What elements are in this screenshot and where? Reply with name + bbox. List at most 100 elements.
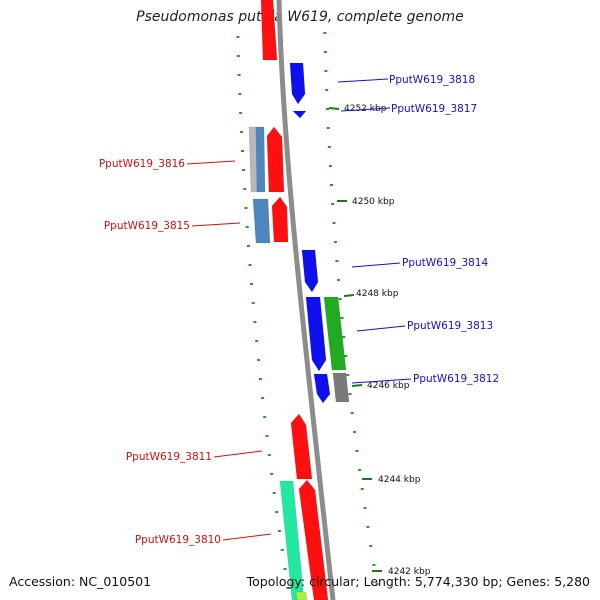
guide-dot	[242, 169, 245, 171]
guide-dot	[248, 264, 252, 266]
guide-dot	[337, 279, 340, 281]
guide-dot	[328, 165, 332, 167]
guide-dot	[238, 93, 242, 95]
guide-dot	[332, 222, 336, 224]
tick-mark	[343, 294, 355, 297]
gene-label-3812[interactable]: PputW619_3812	[413, 373, 499, 385]
guide-dot	[255, 340, 259, 342]
scale-ticks: 4252 kbp 4250 kbp 4248 kbp 4246 kbp 4244…	[328, 104, 431, 577]
guide-dot	[346, 374, 350, 376]
guide-dot	[333, 241, 337, 243]
tick-mark	[328, 107, 340, 110]
gene-label-3814[interactable]: PputW619_3814	[402, 257, 488, 269]
guide-dot	[324, 70, 328, 72]
guide-dot	[253, 321, 257, 323]
map-title: Pseudomonas putida W619, complete genome	[136, 9, 464, 25]
guide-dot	[263, 416, 267, 418]
guide-dot	[243, 188, 247, 190]
guide-dot	[355, 450, 359, 452]
gene-feature-3811-red[interactable]	[290, 413, 313, 480]
guide-dot	[326, 108, 329, 110]
leader-line	[222, 533, 272, 541]
guide-dot	[340, 317, 344, 319]
reverse-strand-features	[248, 0, 329, 600]
leader-line	[186, 160, 236, 165]
gene-labels: PputW619_3816 PputW619_3815 PputW619_381…	[99, 74, 499, 546]
gene-feature-3810-red[interactable]	[298, 479, 329, 600]
gene-feature-3816-red[interactable]	[266, 126, 285, 193]
guide-dot	[267, 454, 271, 456]
leader-line	[351, 378, 412, 384]
gene-feature-3815-steel[interactable]	[252, 198, 271, 244]
gene-feature-3816-steel[interactable]	[255, 126, 266, 193]
tick-mark	[351, 384, 363, 387]
guide-dot	[244, 207, 248, 209]
gene-label-3817[interactable]: PputW619_3817	[391, 103, 477, 115]
guide-dot	[259, 378, 262, 380]
guide-dot	[277, 530, 281, 532]
guide-dot	[250, 283, 253, 285]
gene-label-3816[interactable]: PputW619_3816	[99, 158, 185, 170]
gene-feature-3812-grey[interactable]	[332, 372, 350, 403]
guide-dot	[236, 55, 240, 57]
tick-label-4244: 4244 kbp	[378, 475, 421, 485]
gene-feature-3813-green[interactable]	[323, 296, 347, 371]
dotted-guide-lines	[236, 32, 379, 589]
gene-feature-bottom-lime[interactable]	[295, 591, 308, 600]
guide-dot	[338, 298, 342, 300]
guide-dot	[344, 355, 348, 357]
guide-dot	[236, 36, 240, 38]
leader-line	[191, 222, 241, 227]
guide-dot	[286, 587, 290, 589]
topology-text: Topology: circular; Length: 5,774,330 bp…	[246, 574, 590, 589]
guide-dot	[342, 336, 346, 338]
tick-label-4242: 4242 kbp	[388, 567, 431, 577]
tick-label-4246: 4246 kbp	[367, 381, 410, 391]
guide-dot	[275, 511, 279, 513]
guide-dot	[372, 564, 376, 566]
guide-dot	[331, 203, 335, 205]
guide-dot	[283, 568, 287, 570]
guide-dot	[323, 51, 327, 53]
guide-dot	[265, 435, 269, 437]
guide-dot	[348, 393, 352, 395]
guide-dot	[358, 469, 362, 471]
gene-label-3818[interactable]: PputW619_3818	[389, 74, 475, 86]
guide-dot	[327, 146, 331, 148]
gene-feature-3810-mint[interactable]	[279, 480, 305, 600]
leader-line	[213, 450, 263, 458]
guide-dot	[375, 583, 379, 585]
gene-feature-3816-grey[interactable]	[248, 126, 258, 193]
gene-label-3810[interactable]: PputW619_3810	[135, 534, 221, 546]
gene-feature-3818-blue[interactable]	[289, 62, 306, 105]
guide-dot	[280, 549, 284, 551]
tick-label-4248: 4248 kbp	[356, 289, 399, 299]
gene-feature-top-red[interactable]	[260, 0, 278, 61]
guide-dot	[270, 473, 274, 475]
gene-label-3813[interactable]: PputW619_3813	[407, 320, 493, 332]
leader-line	[340, 107, 391, 112]
guide-dot	[350, 412, 354, 414]
guide-dot	[325, 89, 329, 91]
guide-dot	[237, 74, 241, 76]
guide-dot	[323, 32, 327, 34]
gene-feature-3812-blue[interactable]	[313, 373, 331, 404]
forward-strand-features	[289, 62, 350, 404]
accession-text: Accession: NC_010501	[9, 574, 152, 589]
leader-line	[337, 78, 389, 83]
gene-label-3811[interactable]: PputW619_3811	[126, 451, 212, 463]
guide-dot	[239, 112, 243, 114]
gene-label-3815[interactable]: PputW619_3815	[104, 220, 190, 232]
guide-dot	[360, 488, 364, 490]
guide-dot	[335, 260, 339, 262]
gene-feature-3814-blue[interactable]	[301, 249, 319, 293]
gene-feature-3815-red[interactable]	[271, 196, 289, 243]
guide-dot	[241, 150, 244, 152]
gene-feature-3813-blue[interactable]	[305, 296, 327, 372]
label-leader-lines	[186, 78, 412, 541]
guide-dot	[363, 507, 367, 509]
gene-feature-3817-blue[interactable]	[292, 110, 307, 119]
guide-dot	[369, 545, 373, 547]
guide-dot	[326, 127, 330, 129]
